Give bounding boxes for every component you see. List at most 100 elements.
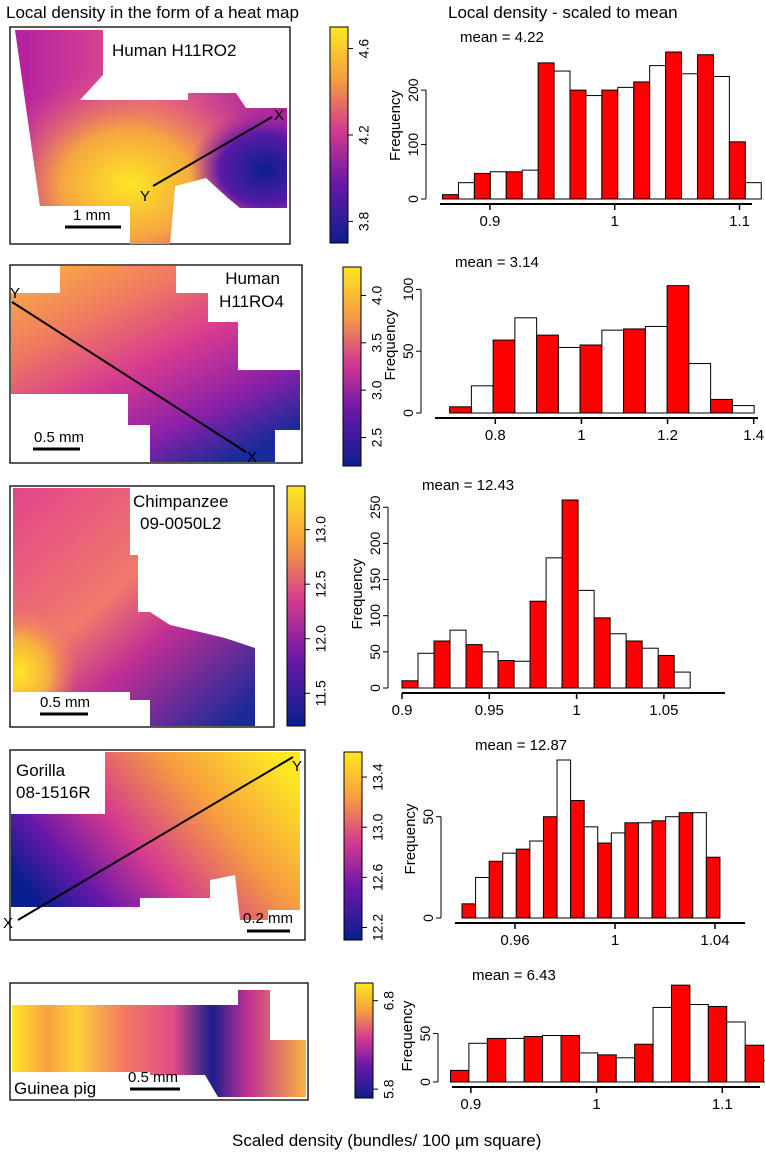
histogram-bar (651, 820, 667, 919)
histogram-bar (637, 822, 653, 919)
y-tick-label: 200 (367, 531, 383, 555)
x-tick-label: 0.9 (479, 213, 500, 230)
specimen-label: Human H11RO2 (112, 41, 236, 60)
x-tick-label: 1.1 (712, 1096, 733, 1113)
histogram-bar (492, 339, 516, 414)
histogram-bar (536, 334, 559, 414)
histogram-bar (624, 822, 639, 919)
x-tick-label: 1 (611, 932, 619, 949)
scale-bar-label: 0.2 mm (243, 910, 293, 927)
transect-end-y: Y (10, 285, 20, 302)
x-tick-label: 1 (611, 213, 619, 230)
transect-line (11, 301, 247, 453)
histogram-bar (401, 680, 419, 689)
y-tick-label: 100 (400, 277, 416, 301)
colorbar-tick-label: 6.8 (380, 991, 396, 1011)
histogram-bar (561, 499, 579, 689)
histogram-bar (615, 1057, 636, 1083)
specimen-label: 09-0050L2 (140, 514, 221, 533)
y-tick-label: 50 (420, 809, 436, 825)
histogram-bar (475, 876, 490, 919)
transect-end-x: X (3, 915, 13, 932)
histogram-bar (728, 141, 746, 200)
histogram-bar (433, 640, 451, 689)
colorbar-gradient (343, 751, 363, 941)
histogram-bar (665, 51, 683, 200)
histogram-bar (744, 182, 762, 200)
histogram-bar (489, 171, 507, 200)
histogram-bar (481, 651, 499, 689)
y-tick-label: 50 (367, 644, 383, 660)
x-tick-label: 0.8 (485, 427, 506, 444)
shared-x-axis-label: Scaled density (bundles/ 100 µm square) (232, 1131, 541, 1150)
heat-map-low-zone (15, 30, 287, 244)
histogram-bar (473, 172, 491, 200)
histogram-bar (644, 325, 668, 414)
y-axis-label: Frequency (399, 1000, 416, 1071)
colorbar-tick-label: 4.0 (368, 285, 384, 305)
histogram-bar (529, 600, 547, 689)
histogram-bar (577, 589, 595, 689)
colorbar-gradient (329, 26, 349, 244)
histogram-bar (657, 654, 675, 689)
heat-map-panel-3: Chimpanzee 09-0050L2 0.5 mm (9, 485, 275, 728)
colorbar-4: 13.4 13.0 12.6 12.2 (343, 751, 385, 941)
scale-bar-label: 1 mm (73, 207, 111, 224)
histogram-bar (497, 660, 515, 689)
histogram-bar (597, 1054, 617, 1083)
histogram-bar (585, 95, 603, 200)
histogram-bar (726, 1021, 746, 1083)
colorbar-gradient (354, 982, 374, 1099)
histogram-bar (633, 81, 651, 200)
colorbar-gradient (286, 485, 306, 727)
histogram-bar (731, 405, 755, 414)
specimen-label: H11RO4 (219, 292, 284, 311)
y-tick-label: 150 (367, 568, 383, 592)
histogram-bar (652, 1006, 672, 1083)
y-tick-label: 0 (417, 1078, 433, 1086)
transect-end-x: X (274, 107, 284, 124)
histogram-bar (513, 660, 531, 689)
histogram-bar (537, 62, 555, 200)
histogram-bar (692, 812, 707, 919)
colorbar-tick-label: 11.5 (312, 680, 328, 706)
histogram-bar (609, 633, 627, 689)
y-tick-label: 250 (367, 495, 383, 519)
transect-end-x: X (247, 449, 257, 466)
histogram-bar (553, 70, 571, 200)
specimen-label: Guinea pig (14, 1079, 96, 1098)
scale-bar-label: 0.5 mm (128, 1069, 178, 1086)
heat-map-column-title: Local density in the form of a heat map (6, 3, 299, 22)
histogram-3: 0.9 0.95 1 1.05 0 50 100 150 200 250 Frequency mean… (349, 477, 725, 719)
histogram-bar (666, 285, 690, 414)
heat-map-high-zone (13, 560, 130, 692)
histogram-bar (673, 671, 691, 689)
histogram-bar (665, 816, 680, 919)
colorbar-tick-label: 12.5 (312, 570, 328, 597)
colorbars: 4.64.23.84.03.53.02.513.012.512.011.513.… (286, 26, 396, 1099)
histogram-column-title: Local density - scaled to mean (448, 3, 678, 22)
histogram-bar (610, 832, 626, 919)
colorbar-3: 13.0 12.5 12.0 11.5 (286, 485, 328, 727)
histogram-bar (705, 856, 721, 919)
y-tick-label: 100 (405, 133, 421, 157)
y-axis-label: Frequency (349, 558, 366, 629)
specimen-label: Chimpanzee (133, 492, 228, 511)
colorbar-tick-label: 13.0 (312, 516, 328, 543)
histogram-bar (521, 169, 539, 200)
x-tick-label: 1 (592, 1096, 600, 1113)
y-tick-label: 100 (367, 604, 383, 628)
heat-map-region (11, 752, 300, 920)
histogram-bar (570, 800, 585, 919)
histogram-bar (583, 826, 599, 919)
histogram-bar (710, 398, 733, 414)
y-axis-label: Frequency (387, 90, 404, 161)
histogram-bar (515, 848, 531, 919)
histogram-bar (449, 629, 467, 689)
y-tick-label: 0 (405, 195, 421, 203)
histogram-bar (579, 344, 603, 414)
histogram-bar (486, 1037, 507, 1083)
